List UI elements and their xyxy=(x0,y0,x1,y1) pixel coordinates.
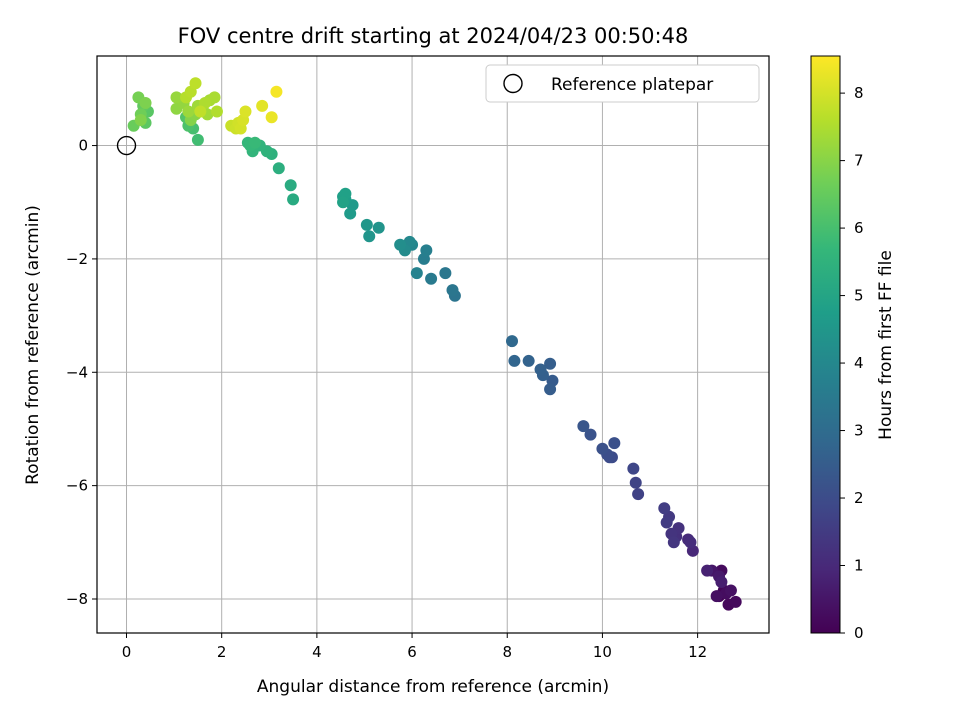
legend-box xyxy=(485,64,760,103)
x-axis-label: Angular distance from reference (arcmin) xyxy=(257,677,609,697)
scatter-point xyxy=(667,536,680,549)
scatter-point xyxy=(627,462,640,475)
scatter-point xyxy=(363,230,376,243)
scatter-point xyxy=(577,420,590,433)
scatter-point xyxy=(710,590,723,603)
scatter-point xyxy=(632,488,645,501)
colorbar-tick-label: 2 xyxy=(854,489,864,507)
x-tick-label: 4 xyxy=(312,643,322,661)
colorbar-tick-label: 8 xyxy=(854,84,864,102)
colorbar-gradient xyxy=(810,55,841,634)
x-axis-ticks: 0 2 4 6 8 10 12 xyxy=(122,633,707,661)
scatter-point xyxy=(522,354,535,367)
x-tick-label: 8 xyxy=(502,643,512,661)
data-points xyxy=(127,77,742,611)
scatter-point xyxy=(508,354,521,367)
scatter-point xyxy=(182,105,195,118)
colorbar-label: Hours from first FF file xyxy=(876,250,896,440)
scatter-point xyxy=(715,575,728,588)
scatter-point xyxy=(629,476,642,489)
scatter-point xyxy=(608,437,621,450)
legend: Reference platepar xyxy=(485,64,760,103)
scatter-point xyxy=(724,584,737,597)
scatter-point xyxy=(534,363,547,376)
scatter-point xyxy=(410,267,423,280)
colorbar-tick-label: 5 xyxy=(854,287,864,305)
scatter-point xyxy=(729,595,742,608)
scatter-point xyxy=(265,111,278,124)
scatter-point xyxy=(170,91,183,104)
scatter-point xyxy=(420,244,433,257)
reference-platepar-marker xyxy=(116,135,137,156)
x-tick-label: 2 xyxy=(217,643,227,661)
legend-reference-marker xyxy=(503,73,523,94)
x-tick-label: 10 xyxy=(593,643,612,661)
scatter-point xyxy=(394,238,407,251)
scatter-point xyxy=(194,105,207,118)
scatter-point xyxy=(506,335,519,348)
colorbar-tick-label: 6 xyxy=(854,219,864,237)
chart-title: FOV centre drift starting at 2024/04/23 … xyxy=(178,24,689,48)
scatter-point xyxy=(439,267,452,280)
y-axis-label: Rotation from reference (arcmin) xyxy=(23,205,43,485)
colorbar: 0 1 2 3 4 5 6 7 8 Hours from first FF file xyxy=(810,55,896,642)
x-tick-label: 12 xyxy=(688,643,707,661)
scatter-point xyxy=(208,91,221,104)
scatter-point xyxy=(191,133,204,146)
scatter-point xyxy=(344,207,357,220)
scatter-point xyxy=(684,536,697,549)
scatter-point xyxy=(372,221,385,234)
scatter-point xyxy=(210,105,223,118)
scatter-point xyxy=(189,77,202,90)
scatter-point xyxy=(660,516,673,529)
scatter-point xyxy=(239,105,252,118)
scatter-point xyxy=(544,357,557,370)
scatter-point xyxy=(337,196,350,209)
scatter-point xyxy=(249,136,262,149)
colorbar-tick-label: 3 xyxy=(854,422,864,440)
scatter-point xyxy=(139,97,152,110)
colorbar-tick-label: 1 xyxy=(854,557,864,575)
scatter-point xyxy=(256,99,269,112)
legend-entry-label: Reference platepar xyxy=(551,75,713,95)
y-tick-label: −2 xyxy=(66,250,88,268)
scatter-point xyxy=(658,502,671,515)
scatter-point xyxy=(270,85,283,98)
y-tick-label: −6 xyxy=(66,477,88,495)
scatter-point xyxy=(446,284,459,297)
scatter-point xyxy=(544,383,557,396)
scatter-point xyxy=(701,564,714,577)
colorbar-ticks: 0 1 2 3 4 5 6 7 8 xyxy=(840,84,864,642)
colorbar-tick-label: 4 xyxy=(854,354,864,372)
scatter-point xyxy=(284,179,297,192)
x-tick-label: 0 xyxy=(122,643,132,661)
scatter-point xyxy=(584,428,597,441)
scatter-point xyxy=(425,272,438,285)
scatter-point xyxy=(287,193,300,206)
scatter-point xyxy=(272,162,285,175)
y-tick-label: −4 xyxy=(66,363,88,381)
scatter-point xyxy=(360,218,373,231)
x-tick-label: 6 xyxy=(407,643,417,661)
colorbar-tick-label: 7 xyxy=(854,152,864,170)
plot-frame xyxy=(96,55,770,634)
y-tick-label: −8 xyxy=(66,590,88,608)
scatter-point xyxy=(134,114,147,127)
y-axis-ticks: 0 −2 −4 −6 −8 xyxy=(66,137,97,608)
colorbar-tick-label: 0 xyxy=(854,624,864,642)
scatter-point xyxy=(596,442,609,455)
reference-marker-layer xyxy=(116,135,137,156)
y-tick-label: 0 xyxy=(78,137,88,155)
